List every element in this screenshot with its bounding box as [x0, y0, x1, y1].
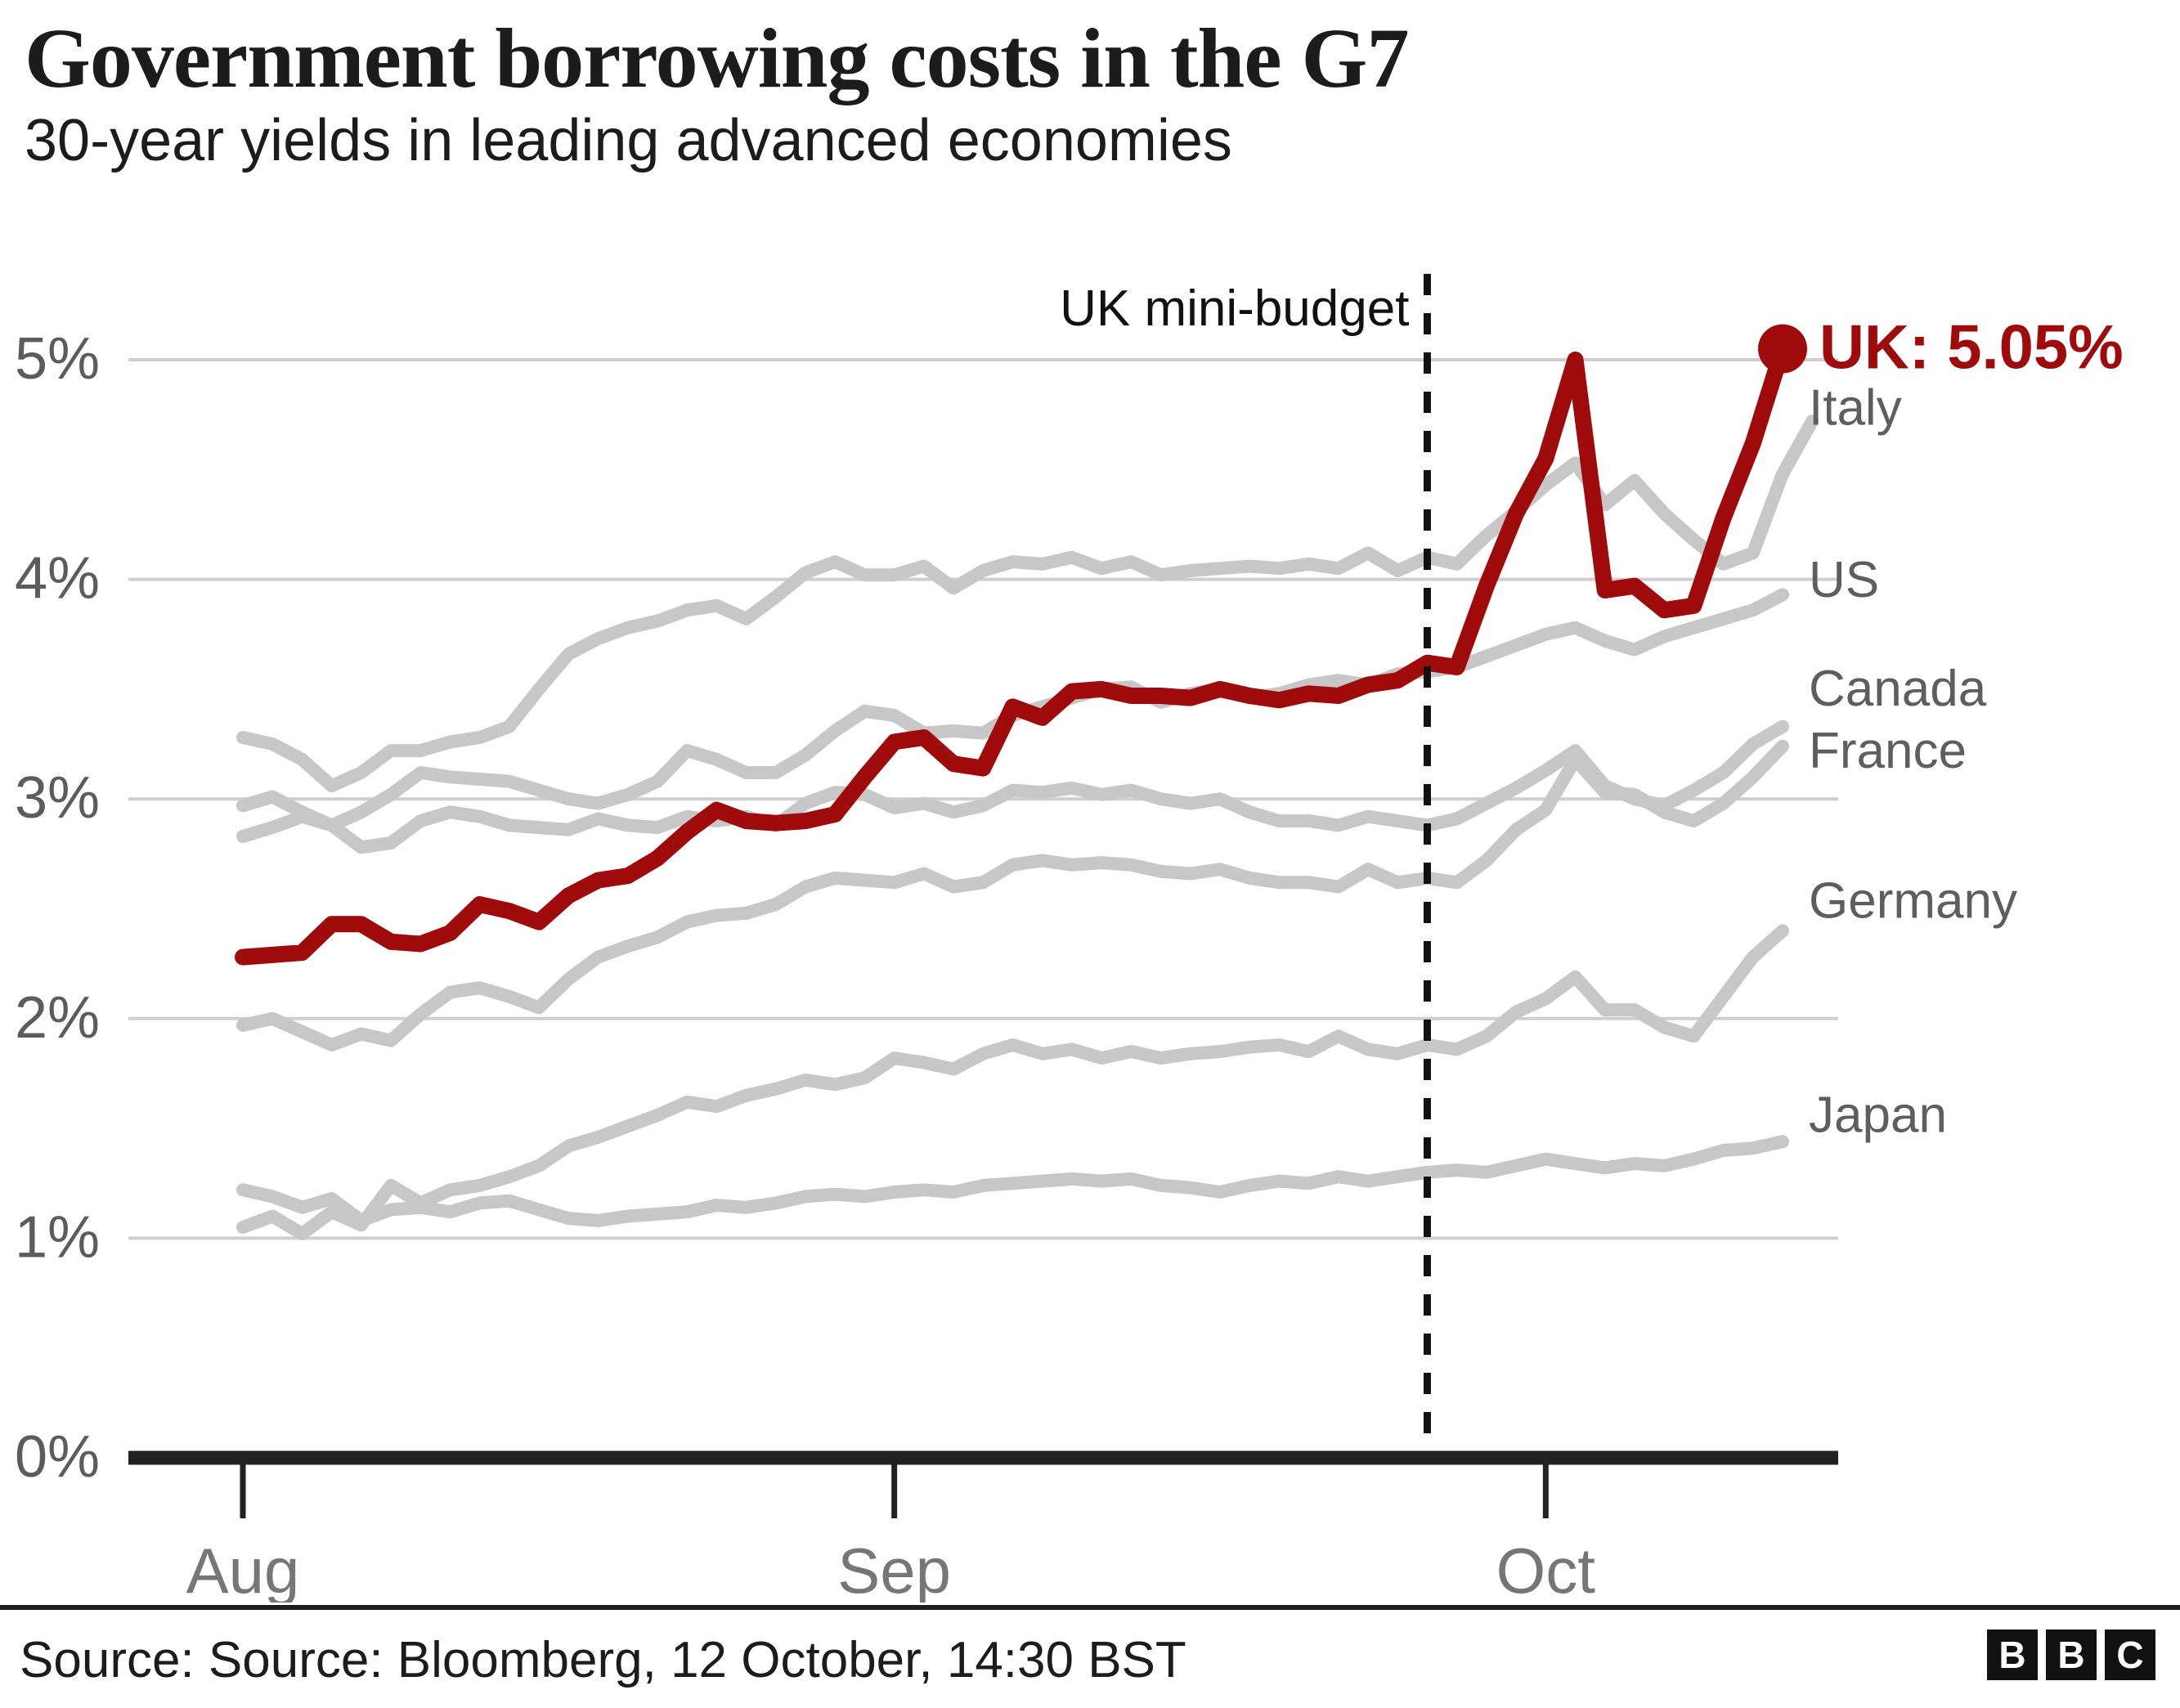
- mini-budget-annotation-label: UK mini-budget: [1060, 280, 1409, 337]
- series-line-canada: [236, 720, 1789, 854]
- series-label-italy: Italy: [1809, 380, 1902, 437]
- series-lines: [235, 340, 1819, 1240]
- series-line-uk: [235, 340, 1791, 966]
- page-title: Government borrowing costs in the G7: [25, 11, 1409, 105]
- y-axis-tick-label: 0%: [15, 1424, 100, 1490]
- series-label-germany: Germany: [1809, 873, 2017, 930]
- series-label-canada: Canada: [1809, 661, 1987, 717]
- series-label-france: France: [1809, 723, 1967, 779]
- series-line-france: [236, 739, 1789, 1051]
- series-line-germany: [236, 924, 1789, 1240]
- series-label-japan: Japan: [1809, 1087, 1947, 1144]
- uk-value-callout: UK: 5.05%: [1819, 313, 2124, 383]
- series-line-japan: [236, 1135, 1789, 1227]
- source-note: Source: Source: Bloomberg, 12 October, 1…: [20, 1632, 1186, 1688]
- page-subtitle: 30-year yields in leading advanced econo…: [25, 108, 1232, 174]
- x-axis-tick-label: Sep: [837, 1535, 951, 1603]
- bbc-logo-letter-2: B: [2046, 1630, 2097, 1680]
- x-axis-tick-label: Aug: [186, 1535, 300, 1603]
- bbc-logo-letter-3: C: [2105, 1630, 2155, 1680]
- chart-footer: Source: Source: Bloomberg, 12 October, 1…: [0, 1605, 2180, 1708]
- annotation-layer: UK mini-budget UK: 5.05%: [1060, 274, 2124, 1458]
- bbc-logo-letter-1: B: [1987, 1630, 2038, 1680]
- chart-header: Government borrowing costs in the G7 30-…: [25, 11, 2151, 174]
- plot-area: 0% 1% 2% 3% 4% 5% UK mini-budget UK: 5.05% Ita…: [15, 274, 2124, 1603]
- uk-endpoint-marker: [1758, 324, 1807, 374]
- y-axis-tick-labels: 0% 1% 2% 3% 4% 5%: [15, 326, 100, 1490]
- y-axis-tick-label: 4%: [15, 546, 100, 612]
- y-axis-tick-label: 3%: [15, 765, 100, 831]
- x-axis-tick-label: Oct: [1496, 1535, 1596, 1603]
- bbc-logo: B B C: [1987, 1630, 2155, 1680]
- y-axis-tick-label: 1%: [15, 1204, 100, 1270]
- x-axis-tick-labels: Aug Sep Oct: [186, 1535, 1596, 1603]
- line-chart-svg: 0% 1% 2% 3% 4% 5% UK mini-budget UK: 5.05% Ita…: [15, 274, 2124, 1603]
- series-end-labels: Italy US Canada France Germany Japan: [1809, 380, 2017, 1144]
- series-line-italy: [236, 415, 1819, 793]
- series-label-us: US: [1809, 552, 1879, 608]
- y-axis-tick-label: 2%: [15, 985, 100, 1051]
- x-axis: [128, 1450, 1838, 1518]
- y-axis-tick-label: 5%: [15, 326, 100, 392]
